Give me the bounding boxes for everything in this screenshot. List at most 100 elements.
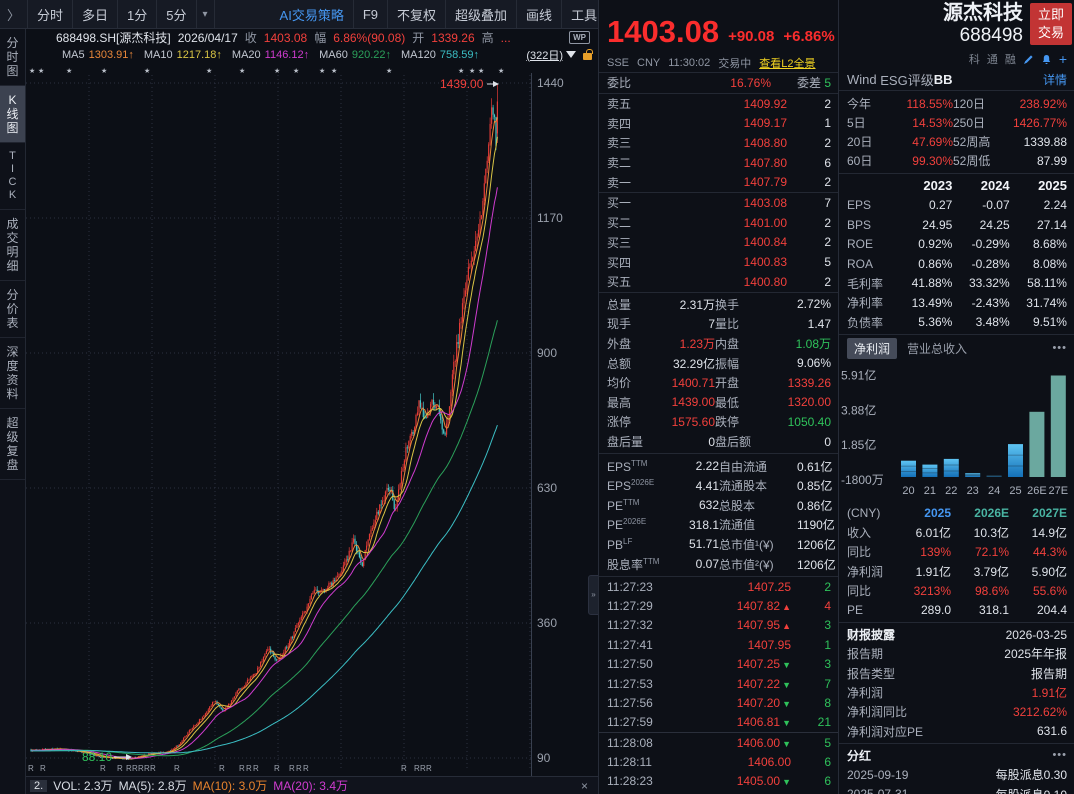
share-label: 总市值²(¥) — [719, 557, 774, 572]
svg-text:R: R — [117, 764, 123, 773]
volume-pane-close-icon[interactable]: × — [580, 778, 588, 793]
stock-flags-row: 科通融 + — [839, 50, 1074, 68]
ask-row-1[interactable]: 卖一 1407.79 2 — [599, 172, 839, 192]
tick-time: 11:27:59 — [607, 715, 653, 730]
high-label: 高 — [481, 31, 494, 46]
menu-item-3[interactable]: 超级叠加 — [446, 0, 518, 28]
tick-row-8[interactable]: 11:28:08 1406.00 ▼ 5 — [599, 732, 839, 752]
sidebar-item-5[interactable]: 深度资料 — [0, 338, 25, 409]
perf-label: 今年 — [847, 97, 872, 111]
dividend-value: 每股派息0.30 — [995, 768, 1067, 783]
tick-price: 1407.22 ▼ — [736, 676, 791, 691]
disclosure-header: 财报披露 2026-03-25 — [839, 625, 1074, 644]
sidebar-item-6[interactable]: 超级复盘 — [0, 409, 25, 480]
kline-chart[interactable]: 1440 1170 900 630 360 90 ★ ★ ★ ★ ★ ★ ★ ★ ★ ★ ★ ★ ★ ★ ★ ★ R R R R R… — [26, 63, 599, 776]
period-dropdown-caret[interactable]: ▾ — [197, 0, 215, 28]
tick-row-5[interactable]: 11:27:53 1407.22 ▼ 7 — [599, 674, 839, 693]
svg-text:★: ★ — [319, 67, 325, 75]
stat-value: 2.72% — [796, 297, 831, 312]
svg-text:27E: 27E — [1049, 485, 1069, 497]
svg-text:R: R — [239, 764, 245, 773]
menu-item-0[interactable]: AI交易策略 — [271, 0, 354, 28]
tick-row-4[interactable]: 11:27:50 1407.25 ▼ 3 — [599, 654, 839, 673]
fin-cell: -0.29% — [971, 237, 1010, 252]
svg-text:★: ★ — [386, 67, 392, 75]
bid-price: 1400.84 — [743, 235, 787, 250]
sidebar-item-0[interactable]: 分时图 — [0, 29, 25, 86]
tick-row-3[interactable]: 11:27:41 1407.95 1 — [599, 635, 839, 654]
stock-code-name: 688498.SH[源杰科技] — [56, 31, 171, 46]
tick-price: 1407.25 — [747, 579, 791, 594]
esg-detail-link[interactable]: 详情 — [1042, 72, 1067, 87]
trade-now-button[interactable]: 立即 交易 — [1030, 3, 1072, 45]
wp-badge-icon[interactable]: WP — [569, 31, 590, 45]
tab-revenue[interactable]: 营业总收入 — [907, 341, 968, 356]
dividend-more-icon[interactable]: ••• — [1052, 749, 1067, 762]
tick-row-1[interactable]: 11:27:29 1407.82 ▲ 4 — [599, 596, 839, 615]
ask-row-4[interactable]: 卖四 1409.17 1 — [599, 113, 839, 133]
share-value: 1206亿 — [797, 557, 836, 572]
menu-item-2[interactable]: 不复权 — [388, 0, 447, 28]
stat-label: 现手 — [607, 317, 632, 332]
menu-item-4[interactable]: 画线 — [517, 0, 563, 28]
bid-row-5[interactable]: 买五 1400.80 2 — [599, 272, 839, 292]
period-tab-0[interactable]: 分时 — [28, 0, 74, 28]
bid-row-4[interactable]: 买四 1400.83 5 — [599, 252, 839, 272]
sidebar-item-4[interactable]: 分价表 — [0, 281, 25, 338]
fin-label: BPS — [847, 217, 872, 232]
period-tab-2[interactable]: 1分 — [118, 0, 158, 28]
sidebar-item-3[interactable]: 成交明细 — [0, 210, 25, 281]
tick-row-6[interactable]: 11:27:56 1407.20 ▼ 8 — [599, 693, 839, 712]
fin-cell: 8.68% — [1032, 237, 1067, 252]
menu-item-1[interactable]: F9 — [354, 0, 389, 28]
kline-range-selector[interactable]: (322日) — [526, 47, 593, 63]
bid-row-2[interactable]: 买二 1401.00 2 — [599, 213, 839, 233]
fin-cell: 41.88% — [911, 276, 953, 291]
disclosure-row-1: 报告类型 报告期 — [839, 664, 1074, 683]
financials-row-6: 负债率 5.36% 3.48% 9.51% — [839, 313, 1074, 333]
ask-row-5[interactable]: 卖五 1409.92 2 — [599, 94, 839, 114]
up-arrow-icon: ▲ — [782, 621, 791, 632]
perf-label: 20日 — [847, 135, 873, 149]
period-tab-3[interactable]: 5分 — [157, 0, 197, 28]
ratio-value: 16.76% — [730, 75, 771, 90]
period-tab-1[interactable]: 多日 — [73, 0, 119, 28]
svg-text:★: ★ — [239, 67, 245, 75]
tab-net-profit[interactable]: 净利润 — [847, 337, 898, 359]
last-price: 1403.08 — [607, 14, 720, 49]
ask-row-2[interactable]: 卖二 1407.80 6 — [599, 153, 839, 173]
tick-row-7[interactable]: 11:27:59 1406.81 ▼ 21 — [599, 713, 839, 732]
l2-panorama-link[interactable]: 查看L2全景 — [759, 58, 816, 70]
lock-icon[interactable] — [583, 49, 593, 61]
perf-value: 14.53% — [912, 115, 953, 130]
tick-row-0[interactable]: 11:27:23 1407.25 2 — [599, 577, 839, 596]
more-options-icon[interactable]: ••• — [1052, 342, 1067, 354]
fin-label: 负债率 — [847, 315, 884, 330]
svg-text:1170: 1170 — [537, 211, 563, 225]
add-watchlist-icon[interactable]: + — [1058, 51, 1067, 67]
dividend-header: 分红 ••• — [839, 746, 1074, 765]
stat-value: 1339.26 — [787, 375, 831, 390]
bid-row-1[interactable]: 买一 1403.08 7 — [599, 192, 839, 213]
tick-count: 3 — [824, 618, 831, 633]
tick-row-2[interactable]: 11:27:32 1407.95 ▲ 3 — [599, 616, 839, 635]
down-arrow-icon: ▼ — [782, 660, 791, 671]
stat-label: 内盘 — [715, 337, 740, 352]
tick-row-9[interactable]: 11:28:11 1406.00 6 — [599, 752, 839, 771]
alert-bell-icon[interactable] — [1041, 54, 1052, 65]
flag-chip-2: 融 — [1004, 54, 1016, 66]
toolbar-expand-icon[interactable]: 〉 — [0, 0, 29, 28]
tick-row-10[interactable]: 11:28:23 1405.00 ▼ 6 — [599, 772, 839, 791]
edit-pencil-icon[interactable] — [1023, 54, 1034, 65]
diff-wrap: 委差 5 — [771, 74, 831, 91]
disc-label: 报告类型 — [847, 666, 896, 681]
tick-count: 6 — [824, 755, 831, 770]
range-dropdown-icon[interactable] — [566, 51, 576, 59]
down-arrow-icon: ▼ — [782, 698, 791, 709]
tick-count: 1 — [824, 637, 831, 652]
bid-row-3[interactable]: 买三 1400.84 2 — [599, 233, 839, 253]
ask-row-3[interactable]: 卖三 1408.80 2 — [599, 133, 839, 153]
valuation-value: 2.22 — [695, 459, 719, 474]
